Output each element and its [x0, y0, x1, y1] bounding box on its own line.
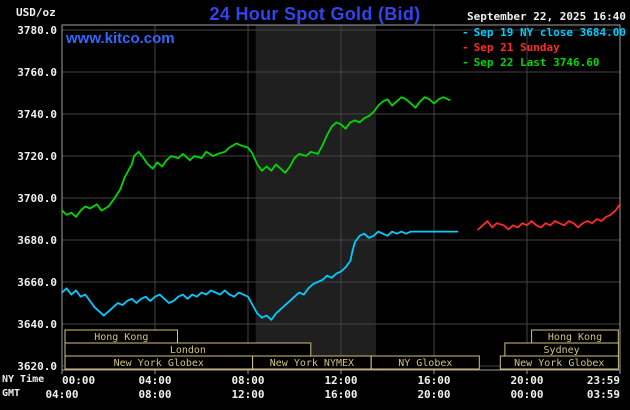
svg-text:16:00: 16:00	[324, 388, 357, 401]
session-label: New York NYMEX	[270, 358, 354, 369]
series-line-sep21-sunday	[477, 203, 621, 231]
svg-text:04:00: 04:00	[45, 388, 78, 401]
session-label: Hong Kong	[548, 332, 602, 343]
svg-text:3620.0: 3620.0	[17, 360, 57, 373]
svg-text:23:59: 23:59	[587, 374, 620, 387]
gridlines	[62, 25, 620, 370]
ny-time-axis-label: NY Time	[2, 374, 45, 385]
svg-text:08:00: 08:00	[138, 388, 171, 401]
session-label: Hong Kong	[94, 332, 148, 343]
session-box	[499, 355, 619, 370]
x-axis-labels-gmt: 04:00 08:00 12:00 16:00 20:00 00:00 03:59	[45, 388, 620, 401]
svg-text:00:00: 00:00	[510, 388, 543, 401]
kitco-link[interactable]: www.kitco.com	[66, 30, 175, 47]
svg-text:3660.0: 3660.0	[17, 276, 57, 289]
y-axis-labels: 3780.0 3760.0 3740.0 3720.0 3700.0 3680.0 3660…	[17, 24, 57, 373]
svg-text:3680.0: 3680.0	[17, 234, 57, 247]
legend-label: Sep 22 Last 3746.60	[473, 56, 600, 69]
x-axis-labels-ny: 00:00 04:00 08:00 12:00 16:00 20:00 23:59	[62, 374, 620, 387]
svg-text:3760.0: 3760.0	[17, 66, 57, 79]
unit-label: USD/oz	[16, 6, 56, 19]
svg-text:16:00: 16:00	[417, 374, 450, 387]
svg-text:08:00: 08:00	[231, 374, 264, 387]
svg-text:3700.0: 3700.0	[17, 192, 57, 205]
svg-text:20:00: 20:00	[510, 374, 543, 387]
session-label: New York Globex	[114, 358, 204, 369]
session-label: New York Globex	[514, 358, 604, 369]
svg-text:3780.0: 3780.0	[17, 24, 57, 37]
legend-label: Sep 19 NY close 3684.00	[473, 26, 626, 39]
svg-text:20:00: 20:00	[417, 388, 450, 401]
legend-item-prev-close: - Sep 19 NY close 3684.00	[462, 25, 626, 40]
page-title: 24 Hour Spot Gold (Bid)	[209, 4, 421, 24]
series-line-sep19-ny-close	[61, 230, 459, 321]
svg-text:3740.0: 3740.0	[17, 108, 57, 121]
session-label: London	[170, 345, 206, 356]
legend-item-last: - Sep 22 Last 3746.60	[462, 55, 626, 70]
legend: - Sep 19 NY close 3684.00 - Sep 21 Sunday …	[462, 25, 626, 70]
svg-text:3640.0: 3640.0	[17, 318, 57, 331]
series-line-sep22-last	[61, 96, 451, 218]
svg-text:00:00: 00:00	[62, 374, 95, 387]
red-line-swatch: -	[462, 41, 469, 54]
x-axis-ticks	[61, 370, 621, 374]
svg-text:12:00: 12:00	[324, 374, 357, 387]
cyan-line-swatch: -	[462, 26, 469, 39]
green-line-swatch: -	[462, 56, 469, 69]
legend-item-sunday: - Sep 21 Sunday	[462, 40, 626, 55]
svg-text:12:00: 12:00	[231, 388, 264, 401]
legend-label: Sep 21 Sunday	[473, 41, 560, 54]
svg-text:04:00: 04:00	[138, 374, 171, 387]
gmt-axis-label: GMT	[2, 388, 21, 399]
market-session-boxes: Hong Kong Hong Kong London Sydney New York G…	[64, 329, 619, 370]
session-label: NY Globex	[398, 358, 452, 369]
session-box	[370, 355, 480, 370]
session-label: Sydney	[544, 345, 580, 356]
svg-text:3720.0: 3720.0	[17, 150, 57, 163]
svg-text:03:59: 03:59	[587, 388, 620, 401]
datetime-label: September 22, 2025 16:40	[467, 10, 626, 23]
